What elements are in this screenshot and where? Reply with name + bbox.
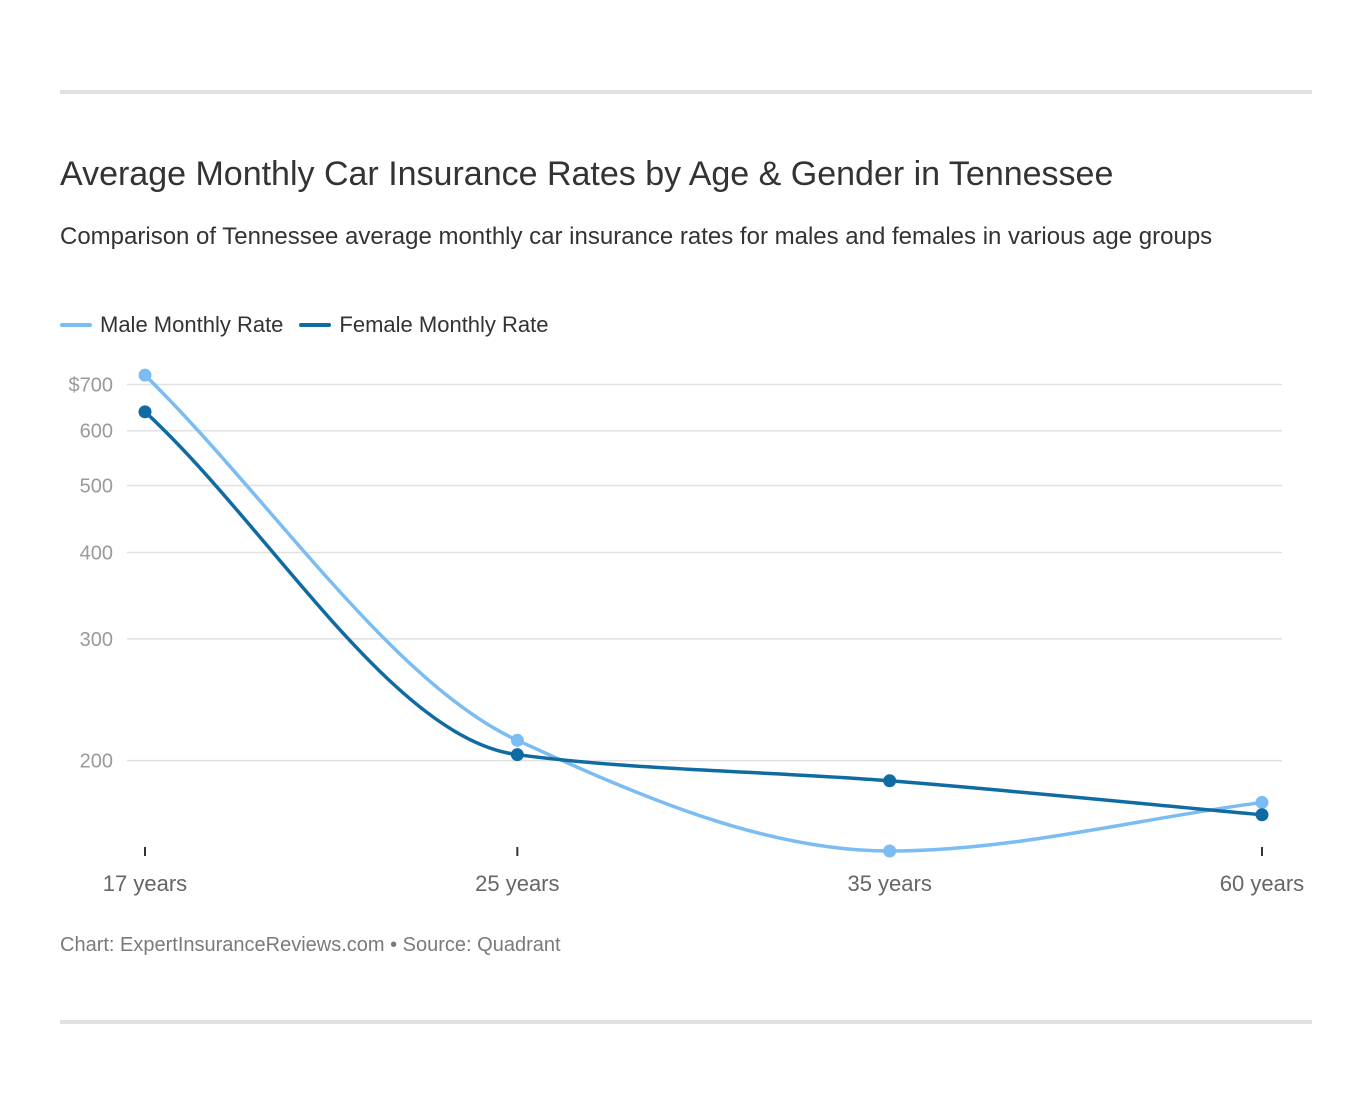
x-tick-label: 25 years xyxy=(475,871,559,896)
data-point-male xyxy=(1255,795,1269,809)
bottom-divider xyxy=(60,1020,1312,1024)
y-tick-label: 500 xyxy=(80,475,113,497)
data-point-male xyxy=(510,733,524,747)
y-tick-label: 600 xyxy=(80,421,113,443)
series-line-female xyxy=(143,410,1264,817)
y-tick-label: 300 xyxy=(80,629,113,651)
chart-subtitle: Comparison of Tennessee average monthly … xyxy=(60,223,1213,250)
legend-swatch-male xyxy=(60,323,92,327)
data-point-male xyxy=(138,368,152,382)
series-line-male xyxy=(143,373,1264,853)
y-tick-label: 200 xyxy=(80,751,113,773)
legend-label-female: Female Monthly Rate xyxy=(339,312,549,337)
y-tick-label: $700 xyxy=(69,374,114,396)
data-point-female xyxy=(883,774,897,788)
y-tick-label: 400 xyxy=(80,542,113,564)
x-tick-label: 35 years xyxy=(847,871,931,896)
legend-item-female[interactable]: Female Monthly Rate xyxy=(299,312,549,338)
chart-source-credit: Chart: ExpertInsuranceReviews.com • Sour… xyxy=(60,934,561,956)
chart-legend: Male Monthly Rate Female Monthly Rate xyxy=(60,312,565,338)
data-point-female xyxy=(510,748,524,762)
legend-label-male: Male Monthly Rate xyxy=(100,312,284,337)
data-point-female xyxy=(1255,808,1269,822)
x-tick-label: 60 years xyxy=(1220,871,1304,896)
data-point-male xyxy=(883,844,897,858)
top-divider xyxy=(60,90,1312,94)
data-point-female xyxy=(138,405,152,419)
x-tick-label: 17 years xyxy=(103,871,187,896)
legend-swatch-female xyxy=(299,323,332,327)
legend-item-male[interactable]: Male Monthly Rate xyxy=(60,312,283,338)
chart-title: Average Monthly Car Insurance Rates by A… xyxy=(60,155,1114,193)
